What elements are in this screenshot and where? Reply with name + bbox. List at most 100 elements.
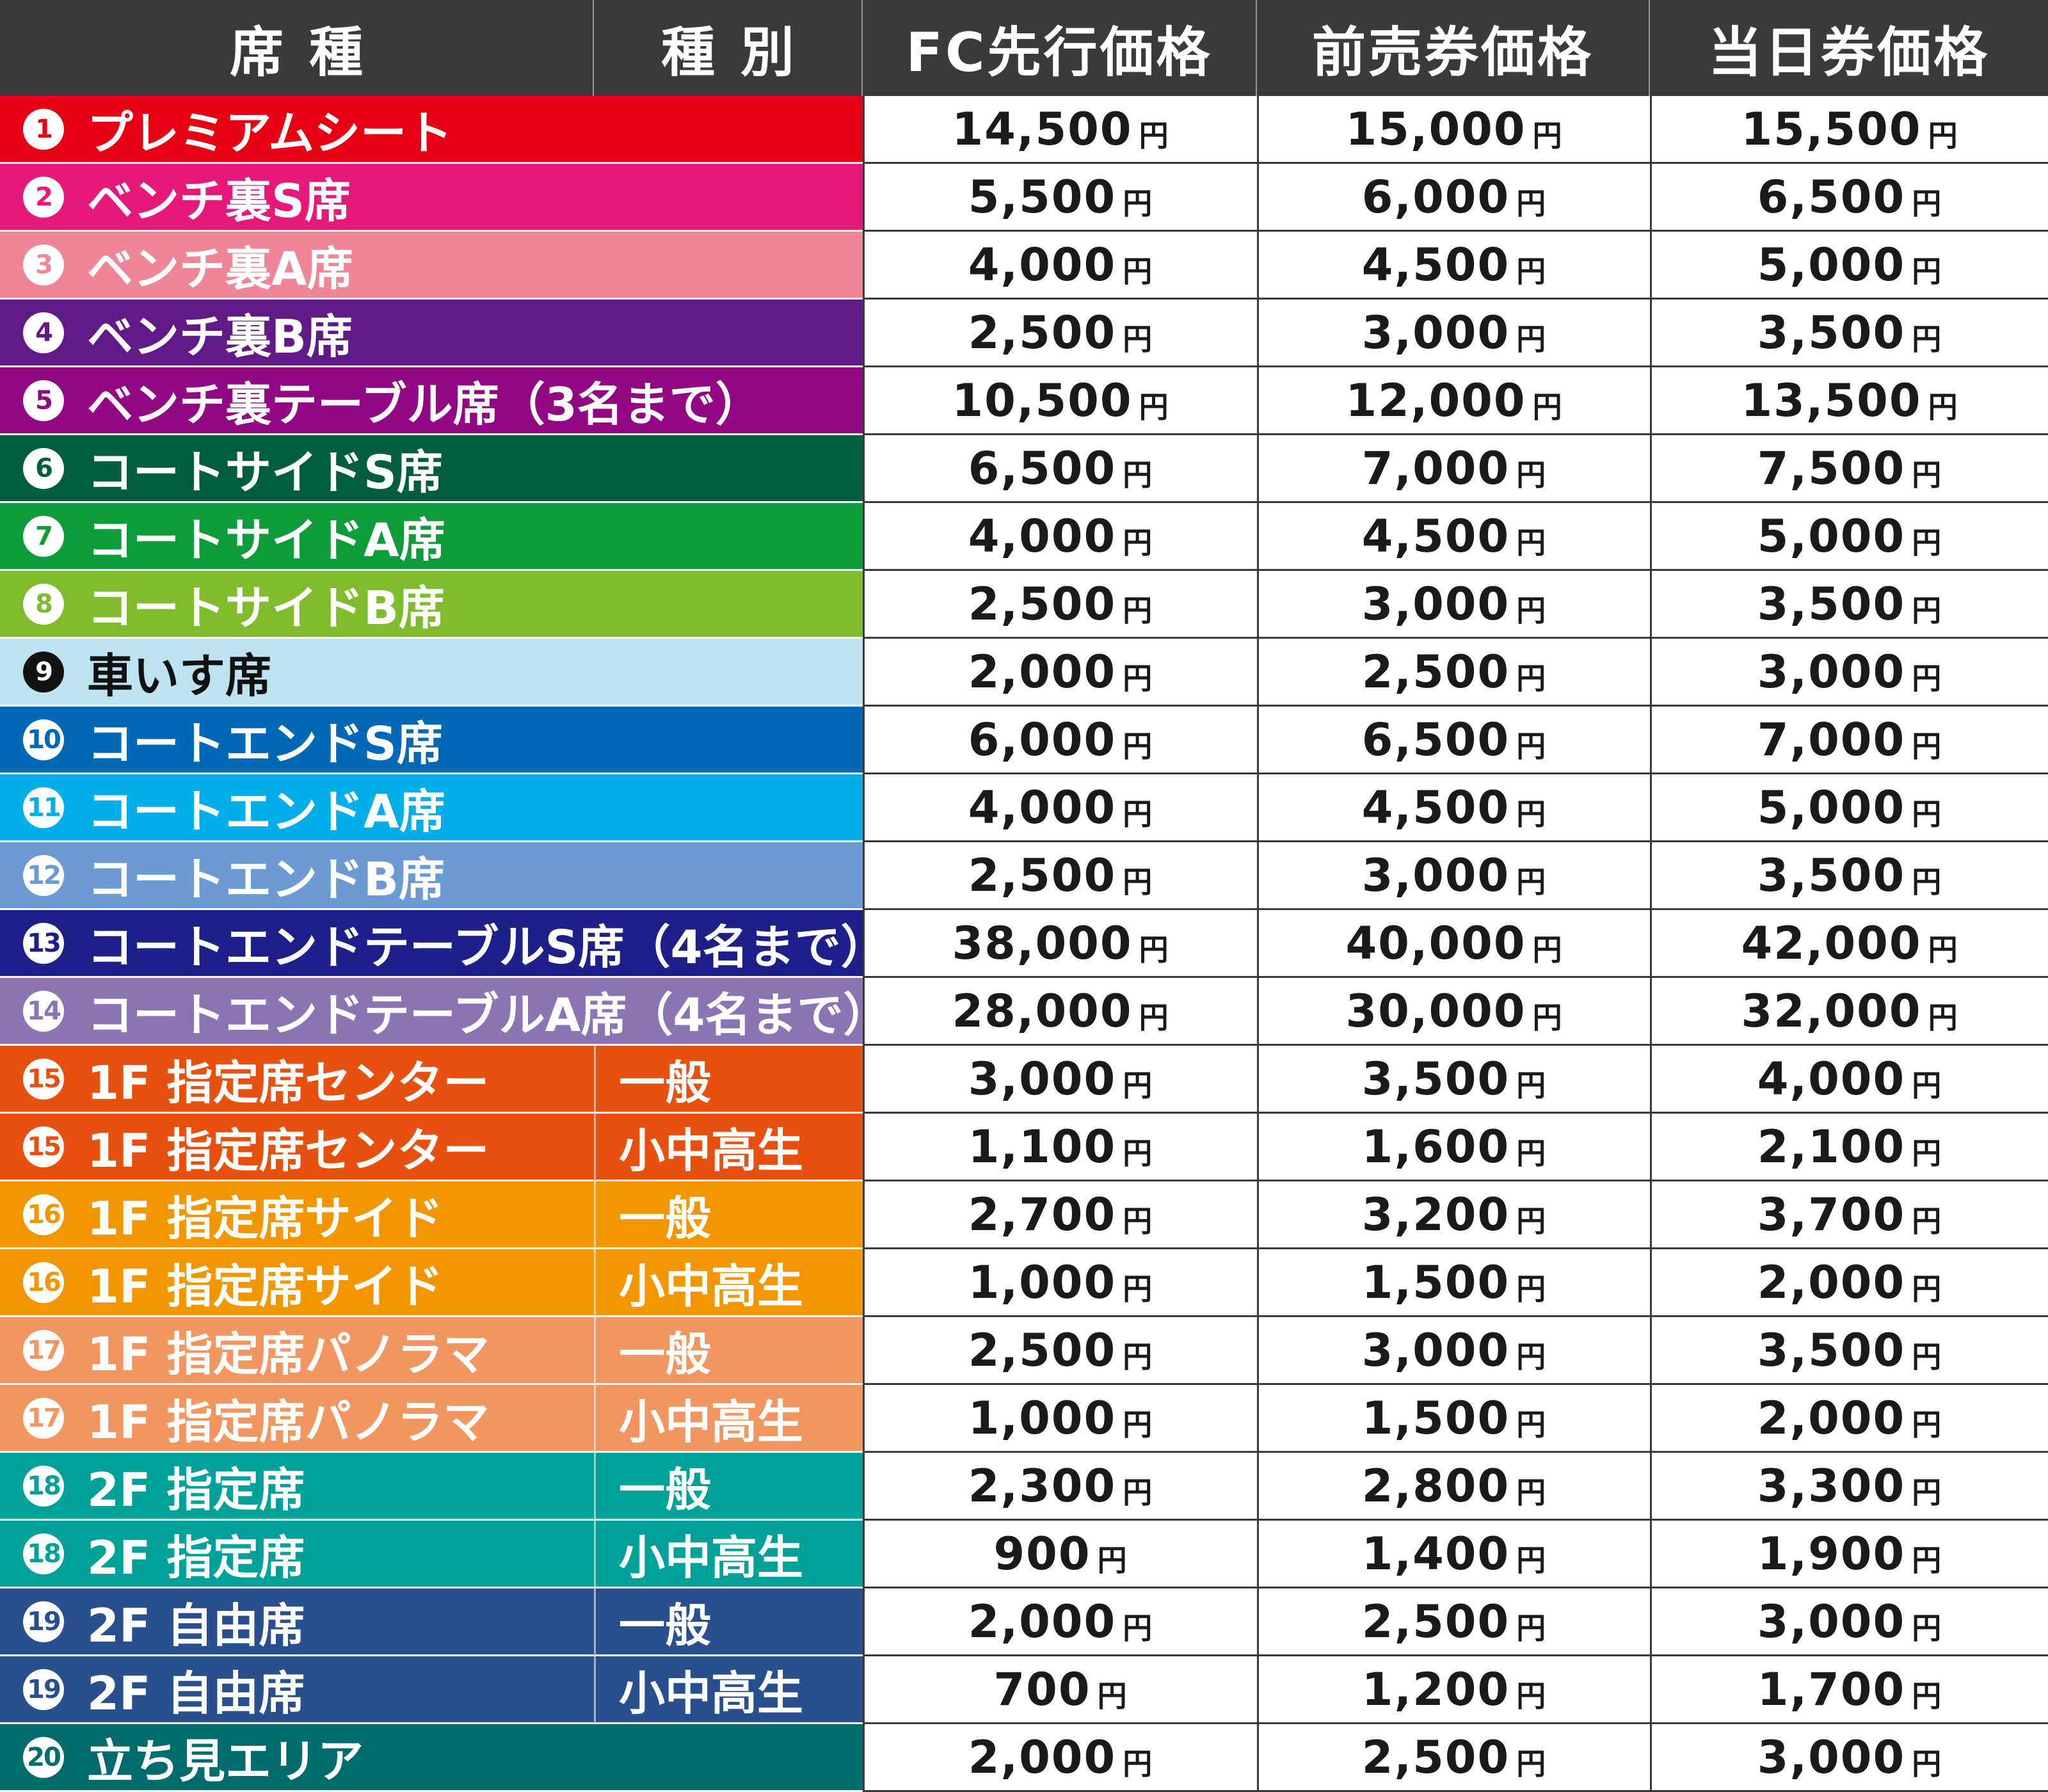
yen-unit: 円 xyxy=(1912,1746,1943,1781)
seat-label: コートエンドB席 xyxy=(87,852,445,906)
yen-unit: 円 xyxy=(1912,457,1943,492)
seat-number-badge: 3 xyxy=(23,244,64,285)
seat-label: コートエンドA席 xyxy=(87,785,445,838)
seat-number-badge: 17 xyxy=(23,1397,64,1439)
price-value: 6,000 xyxy=(968,713,1117,766)
yen-unit: 円 xyxy=(1123,1339,1154,1374)
price-advance: 6,000 円 xyxy=(1257,164,1650,232)
yen-unit: 円 xyxy=(1912,1068,1943,1103)
yen-unit: 円 xyxy=(1912,728,1943,764)
price-value: 4,500 xyxy=(1361,509,1510,563)
price-advance: 30,000 円 xyxy=(1257,978,1650,1046)
price-sameday: 6,500 円 xyxy=(1650,164,2048,232)
seat-cell: 8 コートサイドB席 xyxy=(0,571,863,639)
seat-label: コートサイドS席 xyxy=(87,445,443,499)
yen-unit: 円 xyxy=(1532,389,1564,424)
price-value: 2,000 xyxy=(968,1595,1117,1648)
price-value: 7,500 xyxy=(1757,442,1906,495)
price-value: 3,000 xyxy=(1361,577,1510,630)
yen-unit: 円 xyxy=(1123,1068,1154,1103)
yen-unit: 円 xyxy=(1516,728,1548,764)
yen-unit: 円 xyxy=(1516,864,1548,899)
seat-cell: 14 コートエンドテーブルA席（4名まで） xyxy=(0,978,863,1046)
price-advance: 4,500 円 xyxy=(1257,503,1650,571)
seat-number-badge: 12 xyxy=(23,854,64,896)
price-fc: 1,000 円 xyxy=(863,1249,1257,1317)
price-advance: 15,000 円 xyxy=(1257,96,1650,164)
yen-unit: 円 xyxy=(1912,660,1943,696)
price-value: 1,500 xyxy=(1361,1391,1510,1444)
price-value: 12,000 xyxy=(1345,374,1526,427)
header-seat: 席種 xyxy=(0,0,594,96)
price-value: 2,800 xyxy=(1361,1459,1510,1512)
price-sameday: 4,000 円 xyxy=(1650,1046,2048,1114)
price-value: 2,000 xyxy=(1757,1391,1906,1444)
price-value: 3,000 xyxy=(1757,645,1906,698)
price-value: 3,000 xyxy=(1757,1595,1906,1648)
seat-label: 2F 指定席 xyxy=(87,1531,305,1585)
yen-unit: 円 xyxy=(1516,1475,1548,1510)
seat-number-badge: 18 xyxy=(23,1465,64,1507)
price-value: 28,000 xyxy=(952,984,1133,1037)
seat-number-badge: 16 xyxy=(23,1194,64,1235)
yen-unit: 円 xyxy=(1516,1068,1548,1103)
price-value: 700 xyxy=(993,1663,1091,1716)
yen-unit: 円 xyxy=(1912,186,1943,221)
price-value: 14,500 xyxy=(952,102,1133,156)
price-value: 2,100 xyxy=(1757,1120,1906,1173)
yen-unit: 円 xyxy=(1928,118,1959,153)
price-value: 1,700 xyxy=(1757,1663,1906,1716)
seat-number-badge: 16 xyxy=(23,1261,64,1303)
price-sameday: 42,000 円 xyxy=(1650,910,2048,978)
type-cell: 小中高生 xyxy=(594,1385,863,1453)
price-fc: 28,000 円 xyxy=(863,978,1257,1046)
price-value: 3,000 xyxy=(1361,1324,1510,1377)
seat-number-badge: 20 xyxy=(23,1736,64,1778)
price-advance: 4,500 円 xyxy=(1257,232,1650,300)
price-fc: 10,500 円 xyxy=(863,367,1257,435)
price-value: 3,000 xyxy=(1361,849,1510,902)
seat-label: コートエンドS席 xyxy=(87,717,443,771)
yen-unit: 円 xyxy=(1912,1271,1943,1306)
price-value: 4,000 xyxy=(968,781,1117,834)
price-advance: 3,000 円 xyxy=(1257,571,1650,639)
price-sameday: 3,500 円 xyxy=(1650,842,2048,910)
price-fc: 6,000 円 xyxy=(863,707,1257,774)
yen-unit: 円 xyxy=(1516,1271,1548,1306)
yen-unit: 円 xyxy=(1912,864,1943,899)
header-sameday-price: 当日券価格 xyxy=(1650,0,2048,96)
price-value: 2,500 xyxy=(968,577,1117,630)
seat-number-badge: 18 xyxy=(23,1533,64,1574)
seat-cell: 12 コートエンドB席 xyxy=(0,842,863,910)
price-fc: 900 円 xyxy=(863,1521,1257,1588)
yen-unit: 円 xyxy=(1139,1000,1170,1035)
seat-label: 1F 指定席サイド xyxy=(87,1192,444,1245)
price-sameday: 2,100 円 xyxy=(1650,1114,2048,1181)
price-value: 1,000 xyxy=(968,1391,1117,1444)
seat-number-badge: 11 xyxy=(23,787,64,828)
yen-unit: 円 xyxy=(1123,728,1154,764)
yen-unit: 円 xyxy=(1912,1475,1943,1510)
header-advance-price: 前売券価格 xyxy=(1257,0,1650,96)
yen-unit: 円 xyxy=(1912,1542,1943,1578)
yen-unit: 円 xyxy=(1516,1746,1548,1781)
yen-unit: 円 xyxy=(1912,321,1943,356)
price-sameday: 7,000 円 xyxy=(1650,707,2048,774)
price-value: 2,300 xyxy=(968,1459,1117,1512)
price-value: 1,900 xyxy=(1757,1527,1906,1580)
yen-unit: 円 xyxy=(1139,118,1170,153)
price-sameday: 3,000 円 xyxy=(1650,639,2048,707)
seat-cell: 1 プレミアムシート xyxy=(0,96,863,164)
seat-number-badge: 13 xyxy=(23,922,64,964)
price-value: 6,500 xyxy=(1757,170,1906,223)
price-value: 3,000 xyxy=(968,1052,1117,1105)
price-value: 3,700 xyxy=(1757,1188,1906,1241)
price-value: 1,100 xyxy=(968,1120,1117,1173)
yen-unit: 円 xyxy=(1516,1407,1548,1442)
yen-unit: 円 xyxy=(1912,1203,1943,1238)
price-sameday: 3,500 円 xyxy=(1650,1317,2048,1385)
seat-cell: 9 車いす席 xyxy=(0,639,863,707)
price-advance: 3,000 円 xyxy=(1257,1317,1650,1385)
price-value: 3,500 xyxy=(1361,1052,1510,1105)
seat-cell: 18 2F 指定席 xyxy=(0,1453,594,1521)
